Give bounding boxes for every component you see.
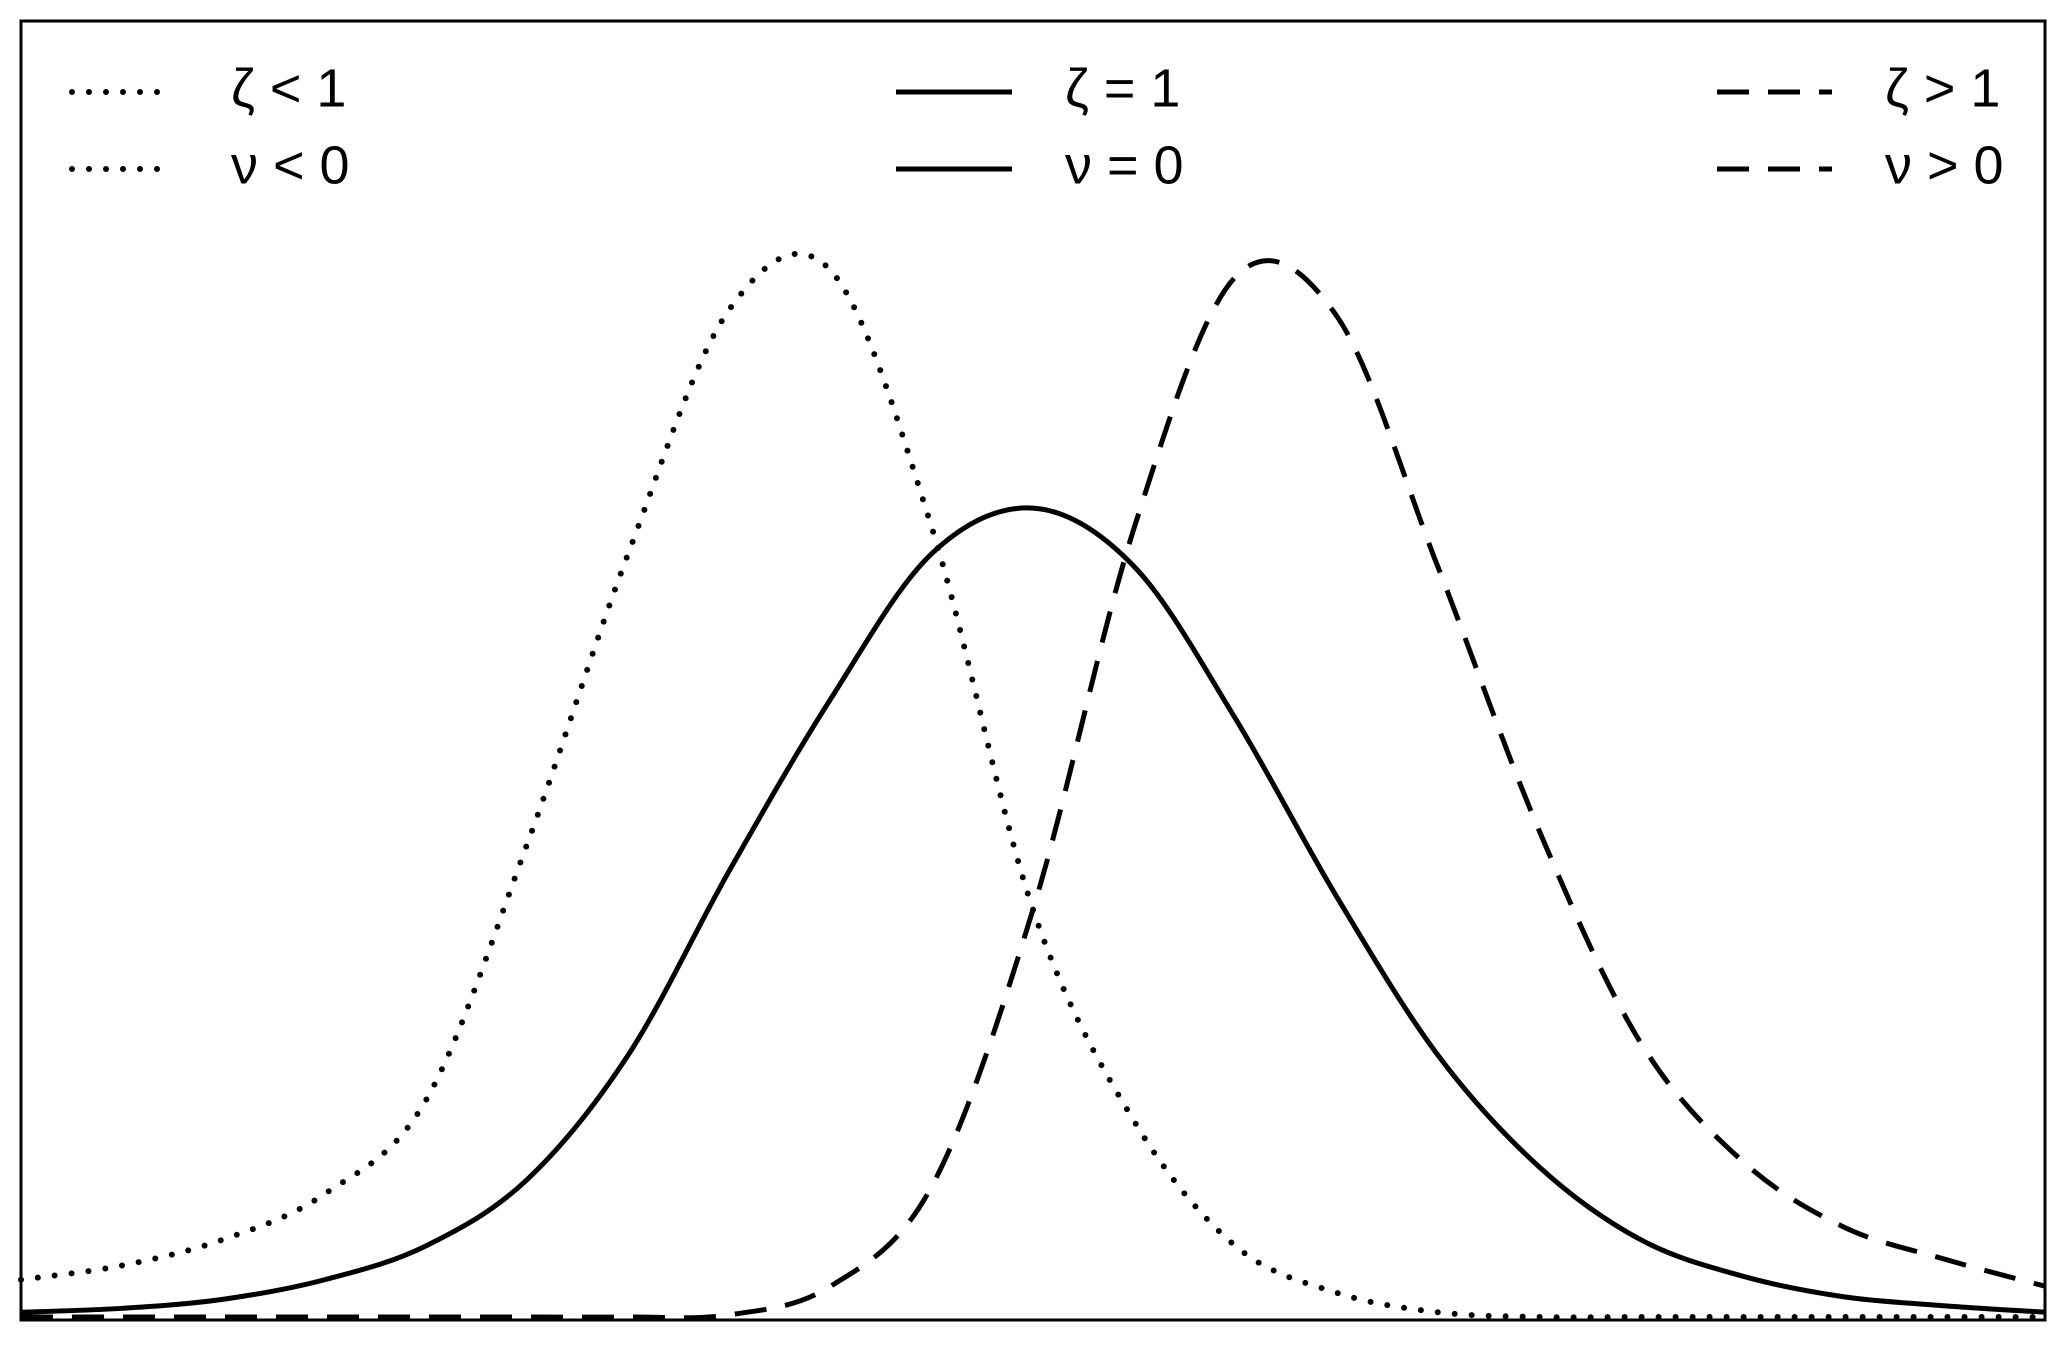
plot-frame [19, 19, 2047, 1322]
legend-label: ζ = 1 [1065, 58, 1180, 118]
series-line [18, 250, 2048, 1321]
legend-label: ζ < 1 [231, 58, 346, 118]
legend-label: ν > 0 [1885, 135, 2004, 195]
legend-label: ζ > 1 [1885, 58, 2000, 118]
legend-label: ν = 0 [1065, 135, 1184, 195]
series-line [21, 258, 2046, 1321]
legend-label: ν < 0 [231, 135, 350, 195]
series-line [20, 505, 2046, 1315]
